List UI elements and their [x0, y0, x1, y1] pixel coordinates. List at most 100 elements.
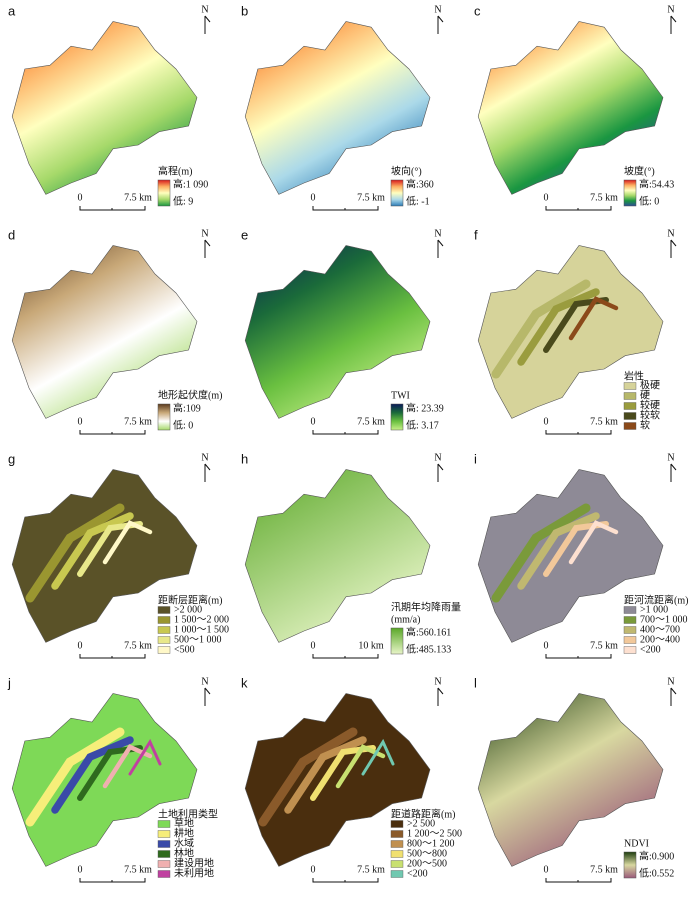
legend-high: 高:560.161 [406, 625, 451, 638]
scale-bar [79, 654, 146, 659]
legend-swatch [623, 382, 637, 390]
legend-swatch [157, 636, 171, 644]
north-label: N [434, 676, 441, 687]
legend-swatch [157, 606, 171, 614]
north-label: N [201, 676, 208, 687]
legend-swatch [157, 616, 171, 624]
scale-bar [545, 206, 612, 211]
legend-low: 低: -1 [406, 194, 430, 207]
scale-label: 0 [311, 192, 316, 203]
scale-label: 0 [78, 416, 83, 427]
map-zone [258, 727, 358, 827]
legend-label: 较软 [640, 408, 660, 421]
legend-swatch [623, 606, 637, 614]
scale-label: 7.5 km [590, 192, 618, 203]
scale-label: 7.5 km [124, 192, 152, 203]
map-panel: a N 0 7.5 km 高程(m)高:1 090 低: 9 [8, 3, 211, 211]
legend-swatch [623, 412, 637, 420]
legend-ramp [157, 179, 171, 207]
scale-label: 7.5 km [124, 864, 152, 875]
legend-label: 800～1 200 [407, 838, 455, 849]
map-zone [51, 736, 134, 814]
legend-low: 低: 3.17 [406, 418, 439, 431]
north-arrow [670, 239, 677, 258]
north-arrow [670, 687, 677, 706]
legend-label: >2 500 [407, 818, 435, 829]
legend-swatch [390, 860, 404, 868]
legend-label: 200～500 [407, 858, 447, 869]
legend-title: 地形起伏度(m) [158, 388, 222, 401]
scale-label: 0 [311, 864, 316, 875]
map-zone [128, 738, 162, 776]
legend-ramp [390, 403, 404, 431]
map-area [477, 245, 664, 419]
map-zone [568, 520, 619, 565]
legend-swatch [157, 850, 171, 858]
scale-bar [545, 878, 612, 883]
legend-swatch [157, 646, 171, 654]
north-label: N [201, 228, 208, 239]
north-arrow [204, 239, 211, 258]
map-area [11, 693, 198, 867]
legend-label: 未利用地 [174, 866, 214, 879]
scale-label: 7.5 km [357, 192, 385, 203]
legend-high: 高:54.43 [639, 177, 674, 190]
scale-label: 0 [544, 416, 549, 427]
legend-label: 草地 [174, 816, 194, 829]
legend-label: >1 000 [640, 604, 668, 615]
legend-title: 距河流距离(m) [624, 593, 688, 606]
scale-bar [545, 654, 612, 659]
scale-label: 0 [78, 864, 83, 875]
legend-label: 1 200～2 500 [407, 828, 462, 839]
scale-label: 10 km [358, 640, 384, 651]
legend-label: 水域 [174, 836, 194, 849]
map-zone [568, 296, 619, 341]
legend-ramp [390, 179, 404, 207]
map-zone [284, 736, 367, 814]
scale-label: 0 [544, 640, 549, 651]
scale-label: 0 [78, 192, 83, 203]
legend-label: 400～700 [640, 624, 680, 635]
legend-title: 高程(m) [158, 164, 192, 177]
scale-bar [312, 206, 379, 211]
scale-label: 0 [311, 640, 316, 651]
scale-label: 0 [544, 864, 549, 875]
legend-low: 低: 9 [173, 194, 193, 207]
legend-low: 低: 0 [173, 418, 193, 431]
legend-label: 极硬 [640, 378, 660, 391]
legend-low: 低:485.133 [406, 642, 451, 655]
legend-swatch [390, 820, 404, 828]
north-label: N [201, 452, 208, 463]
north-label: N [434, 452, 441, 463]
map-area [477, 693, 664, 867]
legend-label: 耕地 [174, 826, 194, 839]
north-label: N [434, 4, 441, 15]
map-area [244, 21, 431, 195]
legend-high: 高:0.900 [639, 849, 674, 862]
legend-label: <200 [407, 868, 428, 879]
scale-label: 7.5 km [590, 416, 618, 427]
map-panel: h N 0 10 km 汛期年均降雨量(mm/a)高:560.161 低:485.133 [241, 451, 461, 659]
legend-label: 500～800 [407, 848, 447, 859]
scale-label: 0 [544, 192, 549, 203]
map-zone [517, 288, 600, 366]
legend-label: <500 [174, 644, 195, 655]
scale-label: 7.5 km [124, 640, 152, 651]
panel-letter: l [474, 675, 477, 690]
map-area [11, 21, 198, 195]
legend-swatch [157, 626, 171, 634]
north-arrow [204, 463, 211, 482]
map-area [477, 469, 664, 643]
map-panel: d N 0 7.5 km 地形起伏度(m)高:109 低: 0 [8, 227, 222, 435]
legend-label: 建设用地 [174, 856, 214, 869]
legend-title: 距道路距离(m) [391, 807, 455, 820]
legend-swatch [623, 422, 637, 430]
legend-swatch [157, 860, 171, 868]
legend-title: 坡向(°) [391, 164, 422, 177]
legend-swatch [623, 616, 637, 624]
